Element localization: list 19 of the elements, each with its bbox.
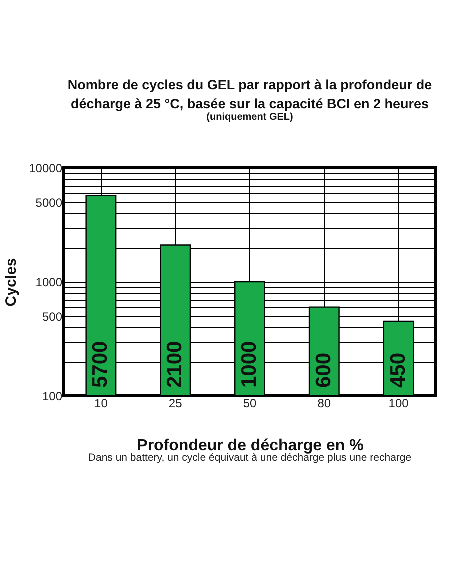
x-tick-label: 10 [94,396,108,410]
x-axis-title: Profondeur de décharge en % [137,438,364,454]
data-label: 600 [312,352,336,388]
y-tick-label: 500 [42,310,63,324]
data-label: 450 [386,352,410,388]
data-label: 5700 [89,341,112,388]
y-tick-label: 1000 [36,276,63,290]
x-tick-label: 50 [243,396,257,410]
x-tick-label: 80 [318,396,332,410]
chart-subtitle: (uniquement GEL) [206,112,294,123]
chart-title: Nombre de cycles du GEL par rapport à la profondeur de décharge à 25 °C, basée sur la capacité BCI en 2 heures [68,78,433,112]
y-tick-label: 10000 [29,162,63,176]
data-label: 1000 [238,341,261,388]
text: Dans un battery, un cycle équivaut à une décharge plus une recharge [88,452,412,464]
y-axis-title: Cycles [3,258,20,307]
x-tick-label: 100 [388,396,410,410]
y-tick-label: 5000 [36,196,63,210]
data-label: 2100 [164,341,187,388]
x-tick-label: 25 [168,396,183,410]
